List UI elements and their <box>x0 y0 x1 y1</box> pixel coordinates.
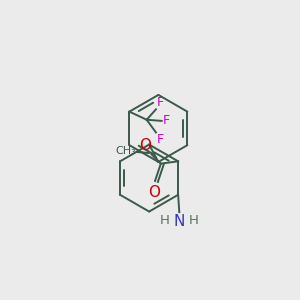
Text: F: F <box>157 96 164 109</box>
Text: F: F <box>163 114 170 128</box>
Text: CH₃: CH₃ <box>116 146 136 156</box>
Text: F: F <box>157 133 164 146</box>
Text: H: H <box>188 214 198 227</box>
Text: O: O <box>148 185 160 200</box>
Text: N: N <box>174 214 185 229</box>
Text: H: H <box>160 214 170 227</box>
Text: O: O <box>139 138 151 153</box>
